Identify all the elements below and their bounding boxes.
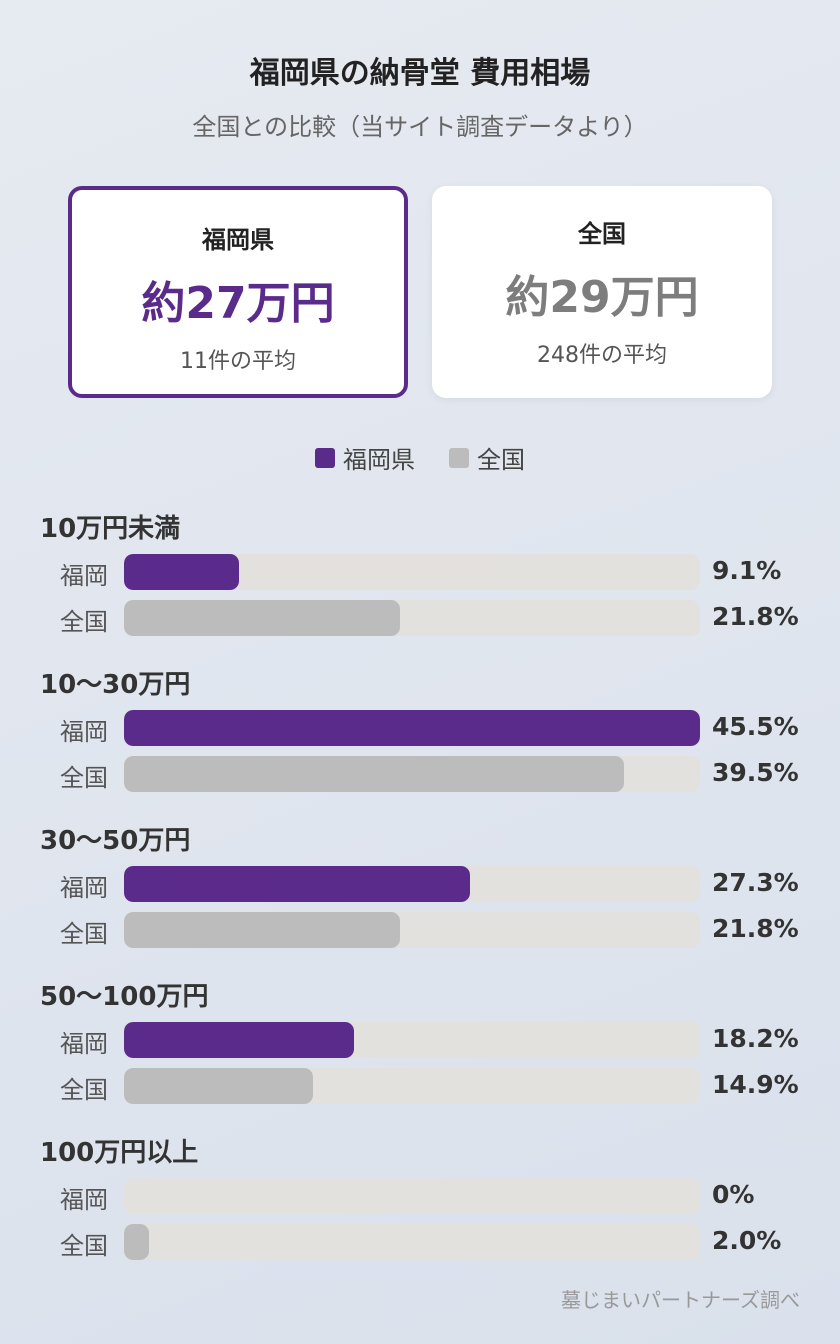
bar-national — [124, 1224, 149, 1260]
bar-row-fukuoka: 福岡 45.5% — [0, 710, 840, 746]
category-label: 30〜50万円 — [40, 826, 191, 856]
category-label: 100万円以上 — [40, 1138, 199, 1168]
bar-track — [124, 912, 700, 948]
bar-track — [124, 710, 700, 746]
bar-row-label: 全国 — [60, 1076, 108, 1104]
bar-value-label: 14.9% — [712, 1070, 799, 1099]
bar-row-national: 全国 39.5% — [0, 756, 840, 792]
bar-group: 10万円未満福岡 9.1% 全国 21.8% — [0, 508, 840, 664]
bar-track — [124, 1068, 700, 1104]
bar-row-label: 福岡 — [60, 1186, 108, 1214]
bar-value-label: 9.1% — [712, 556, 782, 585]
fukuoka-card-label: 福岡県 — [202, 226, 274, 254]
bar-value-label: 39.5% — [712, 758, 799, 787]
legend-item-national: 全国 — [449, 440, 525, 475]
category-label: 10〜30万円 — [40, 670, 191, 700]
bar-national — [124, 600, 400, 636]
bar-value-label: 21.8% — [712, 602, 799, 631]
bar-row-national: 全国 21.8% — [0, 912, 840, 948]
bar-row-fukuoka: 福岡 27.3% — [0, 866, 840, 902]
bar-national — [124, 912, 400, 948]
bar-row-fukuoka: 福岡 9.1% — [0, 554, 840, 590]
bar-fukuoka — [124, 1022, 354, 1058]
bar-row-fukuoka: 福岡 18.2% — [0, 1022, 840, 1058]
bar-group: 10〜30万円福岡 45.5% 全国 39.5% — [0, 664, 840, 820]
bar-track — [124, 554, 700, 590]
national-average-card: 全国 約29万円 248件の平均 — [432, 186, 772, 398]
chart-title: 福岡県の納骨堂 費用相場 — [249, 56, 591, 91]
national-card-label: 全国 — [578, 220, 626, 248]
bar-track — [124, 600, 700, 636]
legend-swatch-national — [449, 447, 469, 468]
bar-value-label: 45.5% — [712, 712, 799, 741]
fukuoka-card-value: 約27万円 — [141, 278, 335, 329]
legend-item-fukuoka: 福岡県 — [315, 440, 415, 475]
fukuoka-card-count: 11件の平均 — [180, 349, 296, 374]
bar-value-label: 2.0% — [712, 1226, 782, 1255]
bar-value-label: 27.3% — [712, 868, 799, 897]
bar-row-label: 福岡 — [60, 718, 108, 746]
national-card-value: 約29万円 — [505, 272, 699, 323]
category-label: 10万円未満 — [40, 514, 181, 544]
bar-row-label: 全国 — [60, 764, 108, 792]
chart-subtitle: 全国との比較（当サイト調査データより） — [192, 113, 648, 141]
bar-track — [124, 1224, 700, 1260]
bar-row-label: 全国 — [60, 1232, 108, 1260]
source-credit: 墓じまいパートナーズ調べ — [561, 1288, 800, 1312]
bar-track — [124, 756, 700, 792]
chart-legend: 福岡県 全国 — [0, 440, 840, 475]
bar-value-label: 0% — [712, 1180, 755, 1209]
bar-track — [124, 1022, 700, 1058]
bar-group: 30〜50万円福岡 27.3% 全国 21.8% — [0, 820, 840, 976]
bar-row-national: 全国 2.0% — [0, 1224, 840, 1260]
bar-row-label: 福岡 — [60, 562, 108, 590]
bar-fukuoka — [124, 554, 239, 590]
bar-value-label: 18.2% — [712, 1024, 799, 1053]
bar-group: 100万円以上福岡 0% 全国 2.0% — [0, 1132, 840, 1288]
legend-swatch-fukuoka — [315, 447, 335, 468]
category-label: 50〜100万円 — [40, 982, 209, 1012]
bar-row-fukuoka: 福岡 0% — [0, 1178, 840, 1214]
fukuoka-average-card: 福岡県 約27万円 11件の平均 — [68, 186, 408, 398]
bar-group: 50〜100万円福岡 18.2% 全国 14.9% — [0, 976, 840, 1132]
bar-row-label: 全国 — [60, 920, 108, 948]
bar-national — [124, 1068, 313, 1104]
bar-row-national: 全国 21.8% — [0, 600, 840, 636]
bar-fukuoka — [124, 866, 470, 902]
bar-row-label: 福岡 — [60, 874, 108, 902]
bar-national — [124, 756, 624, 792]
bar-row-national: 全国 14.9% — [0, 1068, 840, 1104]
bar-track — [124, 1178, 700, 1214]
legend-label-national: 全国 — [477, 446, 525, 474]
bar-fukuoka — [124, 710, 700, 746]
legend-label-fukuoka: 福岡県 — [343, 446, 415, 474]
bar-row-label: 全国 — [60, 608, 108, 636]
bar-row-label: 福岡 — [60, 1030, 108, 1058]
national-card-count: 248件の平均 — [537, 343, 667, 368]
bar-track — [124, 866, 700, 902]
bar-value-label: 21.8% — [712, 914, 799, 943]
